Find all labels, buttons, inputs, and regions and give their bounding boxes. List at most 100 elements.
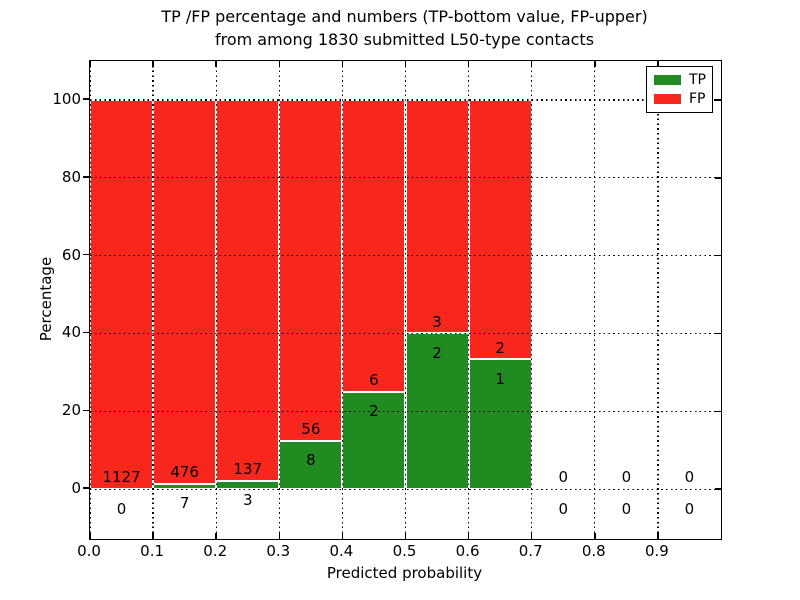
x-tick-label-0.6: 0.6 [455,542,480,560]
x-gridline-0.7 [531,61,533,539]
tp-count-label-bin-5: 2 [432,343,442,362]
x-tickmark-top-0.6 [467,61,470,67]
x-gridline-0.0 [89,61,91,539]
y-tick-label-60: 60 [61,245,81,264]
x-tick-label-0.7: 0.7 [518,542,543,560]
chart-title: TP /FP percentage and numbers (TP-bottom… [89,5,720,51]
x-tick-label-0.2: 0.2 [203,542,228,560]
x-tickmark-bottom-0.8 [594,533,596,539]
fp-count-label-bin-7: 0 [558,468,569,487]
legend-label-tp: TP [689,71,706,88]
y-tick-label-20: 20 [61,401,81,420]
fp-count-label-bin-6: 2 [495,338,505,357]
y-tickmark-left-80 [83,176,89,178]
legend-item-fp: FP [654,92,712,106]
x-tickmark-bottom-0.4 [341,533,344,539]
fp-bar-bin-5 [405,99,469,334]
y-tick-label-80: 80 [61,167,81,186]
y-tick-label-0: 0 [71,479,81,498]
x-tick-label-0.8: 0.8 [581,542,606,560]
tp-count-label-bin-6: 1 [495,369,505,388]
x-tickmark-top-0.9 [657,61,659,67]
tp-count-label-bin-4: 2 [369,402,379,421]
x-gridline-0.2 [215,61,217,539]
x-tickmark-top-0.4 [341,61,344,67]
fp-count-label-bin-2: 137 [233,460,263,479]
fp-bar-bin-4 [342,99,406,392]
tp-count-label-bin-8: 0 [621,499,632,518]
fp-bar-bin-3 [279,99,343,441]
tp-count-label-bin-3: 8 [306,450,316,469]
x-tick-label-0.9: 0.9 [644,542,669,560]
x-tickmark-top-0.5 [404,61,407,67]
x-tick-label-0.3: 0.3 [266,542,291,560]
y-tickmark-left-100 [83,98,89,100]
x-tickmark-bottom-0.1 [152,533,154,539]
tp-count-label-bin-0: 0 [116,499,127,518]
y-tickmark-left-20 [83,409,89,412]
x-tickmark-bottom-0.0 [89,533,91,539]
x-tickmark-bottom-0.6 [467,533,470,539]
chart-title-line1: TP /FP percentage and numbers (TP-bottom… [161,7,648,26]
y-tickmark-right-100 [715,99,721,101]
y-tick-label-40: 40 [61,323,81,342]
tp-count-label-bin-1: 7 [179,493,190,512]
x-tickmark-bottom-0.9 [657,533,659,539]
x-gridline-0.4 [341,61,344,539]
x-tickmark-top-0.2 [215,61,217,67]
x-gridline-0.8 [594,61,596,539]
fp-count-label-bin-1: 476 [170,462,199,481]
y-tickmark-right-0 [715,488,721,490]
x-gridline-0.5 [404,61,407,539]
tp-bar-bin-3 [279,440,343,490]
y-tickmark-right-20 [715,410,721,413]
y-tickmark-left-0 [83,487,89,489]
x-tickmark-bottom-0.7 [530,533,533,539]
fp-count-label-bin-3: 56 [301,419,321,438]
tp-swatch-icon [654,74,681,85]
x-tickmark-bottom-0.3 [278,533,281,539]
fp-bar-bin-1 [153,99,217,484]
x-tick-label-0.5: 0.5 [392,542,417,560]
x-axis-label: Predicted probability [326,564,483,582]
tp-count-label-bin-2: 3 [242,491,253,510]
x-tickmark-top-0.1 [152,61,154,67]
plot-area: 1127 0 476 7 137 3 56 8 6 2 3 2 2 1 0 0 0 0 0 0 [89,60,722,540]
fp-count-label-bin-4: 6 [369,371,379,390]
x-tickmark-top-0.3 [278,61,281,67]
x-tick-label-0.1: 0.1 [140,542,165,560]
fp-bar-bin-2 [216,99,280,481]
y-tick-label-100: 100 [52,89,81,108]
fp-bar-bin-6 [468,99,532,360]
fp-count-label-bin-5: 3 [432,312,442,331]
x-gridline-0.1 [152,61,154,539]
y-tickmark-right-60 [715,254,721,257]
fp-bar-bin-0 [90,99,154,490]
tp-count-label-bin-9: 0 [684,499,695,518]
legend-label-fp: FP [689,91,706,108]
fp-count-label-bin-9: 0 [684,468,695,487]
y-tickmark-right-80 [715,177,721,179]
y-tickmark-left-60 [83,253,89,256]
x-tickmark-bottom-0.5 [404,533,407,539]
legend-item-tp: TP [654,73,712,87]
chart-title-line2: from among 1830 submitted L50-type conta… [214,30,595,49]
x-tick-label-0.0: 0.0 [77,542,101,560]
x-gridline-0.9 [657,61,659,539]
x-gridline-0.6 [467,61,470,539]
fp-count-label-bin-8: 0 [621,468,632,487]
x-tickmark-bottom-0.2 [215,533,217,539]
x-tickmark-top-0.8 [594,61,596,67]
legend: TP FP [646,66,713,113]
y-tickmark-right-40 [715,332,721,335]
y-axis-label: Percentage [37,256,55,342]
x-tickmark-top-0.7 [530,61,533,67]
x-gridline-0.3 [278,61,280,539]
y-tickmark-left-40 [83,331,89,334]
x-tickmark-top-0.0 [89,61,91,67]
x-tick-label-0.4: 0.4 [329,542,354,560]
fp-count-label-bin-0: 1127 [102,468,141,487]
fp-swatch-icon [654,94,681,105]
tp-count-label-bin-7: 0 [558,499,569,518]
